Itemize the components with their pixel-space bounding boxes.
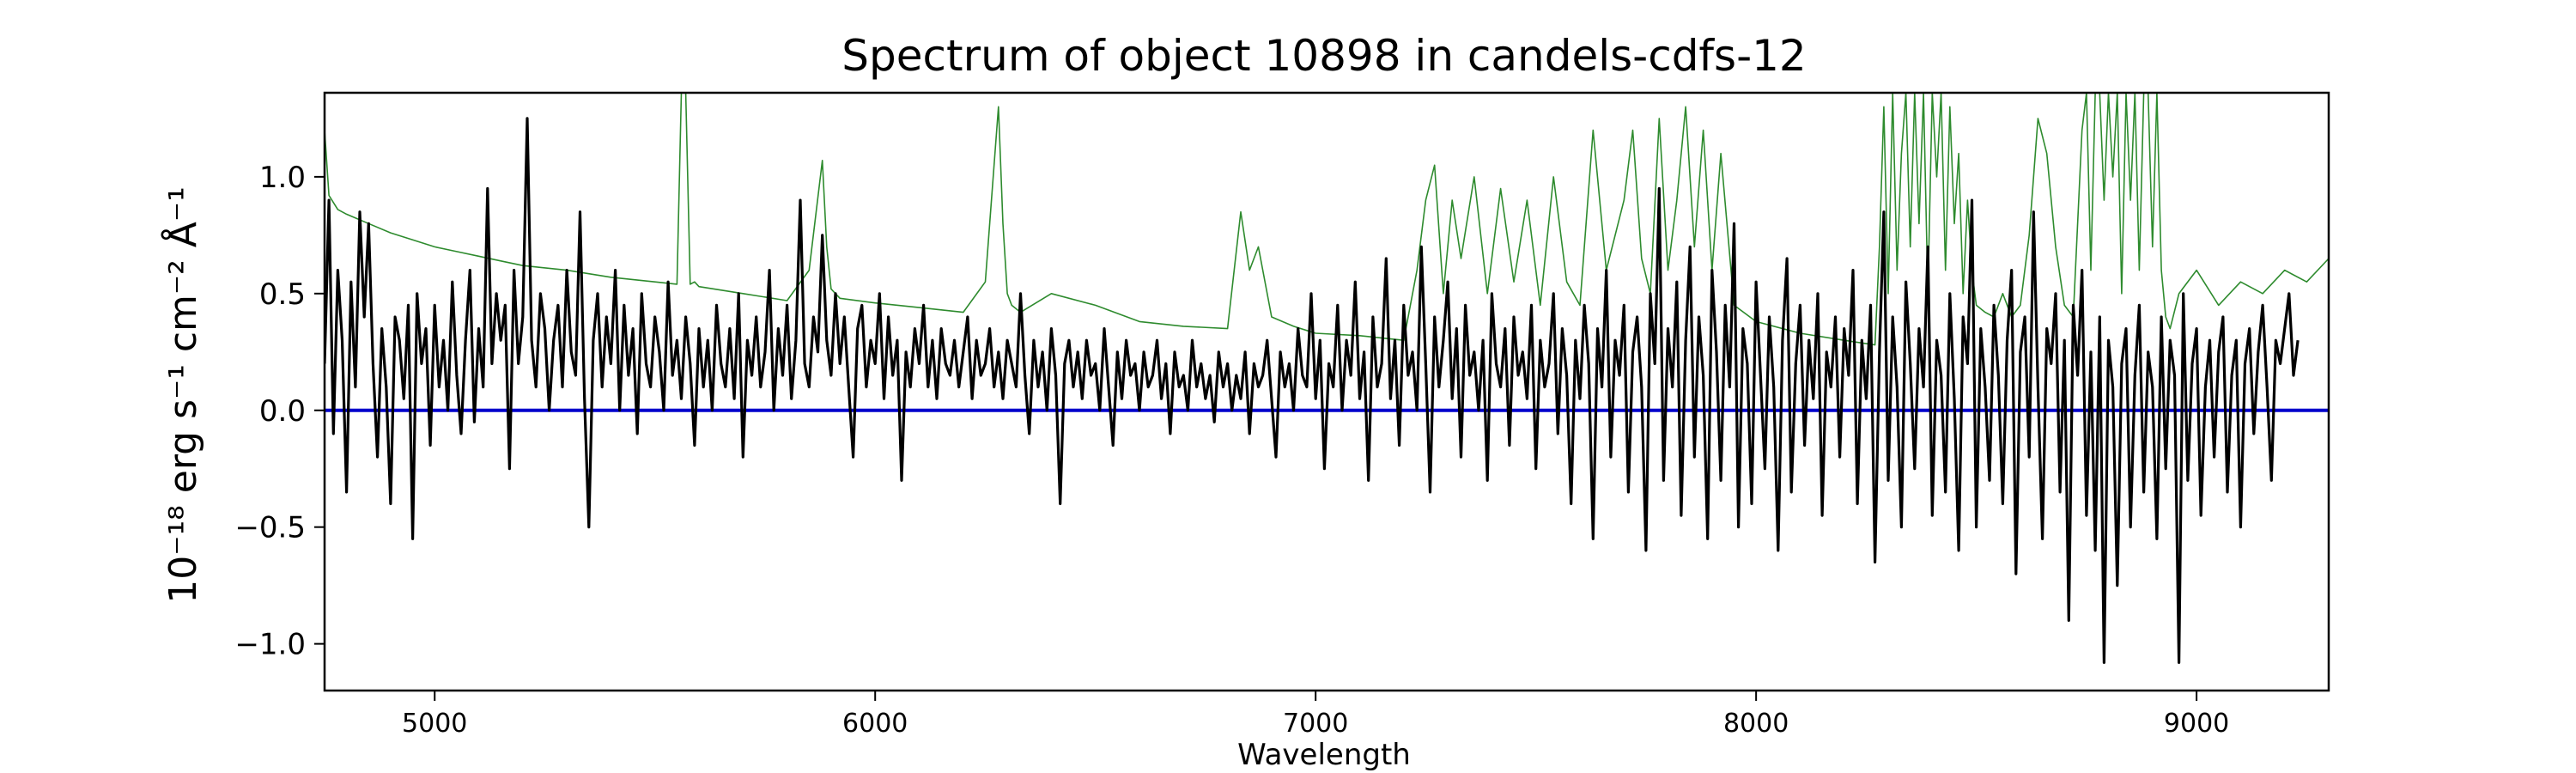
plot-frame: [323, 91, 2330, 692]
x-tick-label: 7000: [1283, 709, 1348, 739]
plot-area: [325, 93, 2329, 664]
x-tick-label: 5000: [402, 709, 467, 739]
y-tick-label: −1.0: [234, 628, 306, 662]
x-axis: 5000 6000 7000 8000 9000: [402, 691, 2229, 739]
x-axis-label: Wavelength: [1237, 738, 1411, 772]
y-axis: −1.0 −0.5 0.0 0.5 1.0: [234, 161, 325, 662]
error-spectrum-line: [325, 93, 2329, 346]
y-tick-label: 0.0: [259, 394, 306, 429]
flux-line: [325, 117, 2300, 664]
y-tick-label: 0.5: [259, 277, 306, 312]
y-tick-label: −0.5: [234, 511, 306, 545]
y-axis-label: 10⁻¹⁸ erg s⁻¹ cm⁻² Å⁻¹: [160, 186, 205, 603]
y-tick-label: 1.0: [259, 161, 306, 195]
x-tick-label: 8000: [1723, 709, 1789, 739]
chart-title: Spectrum of object 10898 in candels-cdfs…: [841, 31, 1807, 81]
x-tick-label: 6000: [842, 709, 908, 739]
x-tick-label: 9000: [2164, 709, 2229, 739]
